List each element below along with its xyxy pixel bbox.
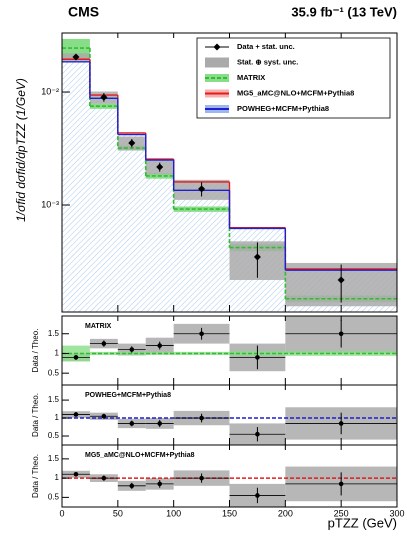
x-tick-label: 150	[222, 508, 237, 518]
area-fill	[145, 159, 174, 312]
legend-label: MG5_aMC@NLO+MCFM+Pythia8	[237, 88, 354, 97]
area-fill	[62, 59, 90, 312]
x-tick-label: 100	[166, 508, 181, 518]
y-tick-label: 0.5	[48, 368, 60, 377]
y-axis-label: Data / Theo.	[31, 329, 40, 373]
data-marker	[129, 421, 135, 426]
data-marker	[255, 355, 260, 360]
legend-label: Stat. ⊕ syst. unc.	[237, 57, 298, 66]
data-marker	[338, 331, 344, 337]
data-marker	[253, 253, 261, 261]
data-marker	[255, 493, 260, 498]
data-marker	[101, 341, 107, 346]
data-marker	[157, 481, 163, 487]
y-axis-label: 1/σfid dσfid/dpTZZ (1/GeV)	[14, 78, 28, 222]
x-tick-label: 200	[278, 508, 293, 518]
y-tick-label: 1.5	[48, 454, 60, 463]
y-tick-label: 10⁻³	[41, 199, 59, 209]
panel-label: MG5_aMC@NLO+MCFM+Pythia8	[85, 452, 195, 459]
x-axis-label: pTZZ (GeV)	[328, 515, 397, 530]
y-axis-label: Data / Theo.	[31, 454, 40, 498]
y-tick-label: 1.5	[48, 329, 60, 338]
y-tick-label: 10⁻²	[41, 86, 59, 96]
data-marker	[255, 431, 260, 437]
y-tick-label: 0.5	[48, 492, 60, 501]
legend-label: MATRIX	[237, 73, 265, 82]
y-tick-label: 0.5	[48, 431, 60, 440]
legend-symbol	[213, 43, 221, 51]
legend-symbol	[205, 57, 229, 68]
data-marker	[157, 421, 163, 426]
y-tick-label: 1	[55, 413, 60, 422]
data-marker	[198, 185, 206, 193]
area-fill	[89, 95, 118, 312]
area-fill	[117, 132, 146, 312]
data-marker	[337, 276, 345, 284]
lumi-label: 35.9 fb⁻¹ (13 TeV)	[291, 4, 397, 19]
data-marker	[100, 93, 108, 101]
legend-box	[196, 37, 391, 119]
data-marker	[338, 421, 344, 426]
data-marker	[73, 355, 79, 360]
x-tick-label: 0	[59, 508, 64, 518]
x-tick-label: 50	[113, 508, 123, 518]
data-marker	[199, 475, 204, 481]
data-marker	[101, 475, 107, 481]
legend-label: Data + stat. unc.	[237, 42, 295, 51]
data-marker	[128, 139, 136, 147]
data-marker	[129, 347, 135, 352]
y-tick-label: 1	[55, 349, 60, 358]
area-fill	[173, 181, 230, 312]
data-marker	[72, 53, 80, 61]
legend-label: POWHEG+MCFM+Pythia8	[237, 104, 329, 113]
x-tick-label: 250	[334, 508, 349, 518]
data-marker	[73, 471, 79, 477]
data-marker	[199, 331, 204, 337]
data-marker	[338, 481, 344, 487]
chart-title: CMS	[68, 4, 99, 20]
y-tick-label: 1.5	[48, 395, 60, 404]
theory-band	[89, 351, 118, 356]
y-tick-label: 1	[55, 473, 60, 482]
y-axis-label: Data / Theo.	[31, 393, 40, 437]
data-marker	[157, 343, 163, 348]
panel-label: POWHEG+MCFM+Pythia8	[85, 392, 171, 399]
x-tick-label: 300	[389, 508, 404, 518]
data-marker	[156, 163, 164, 171]
data-marker	[129, 483, 135, 489]
data-marker	[101, 413, 107, 419]
data-marker	[73, 412, 79, 417]
data-marker	[199, 415, 204, 421]
panel-label: MATRIX	[85, 323, 112, 330]
